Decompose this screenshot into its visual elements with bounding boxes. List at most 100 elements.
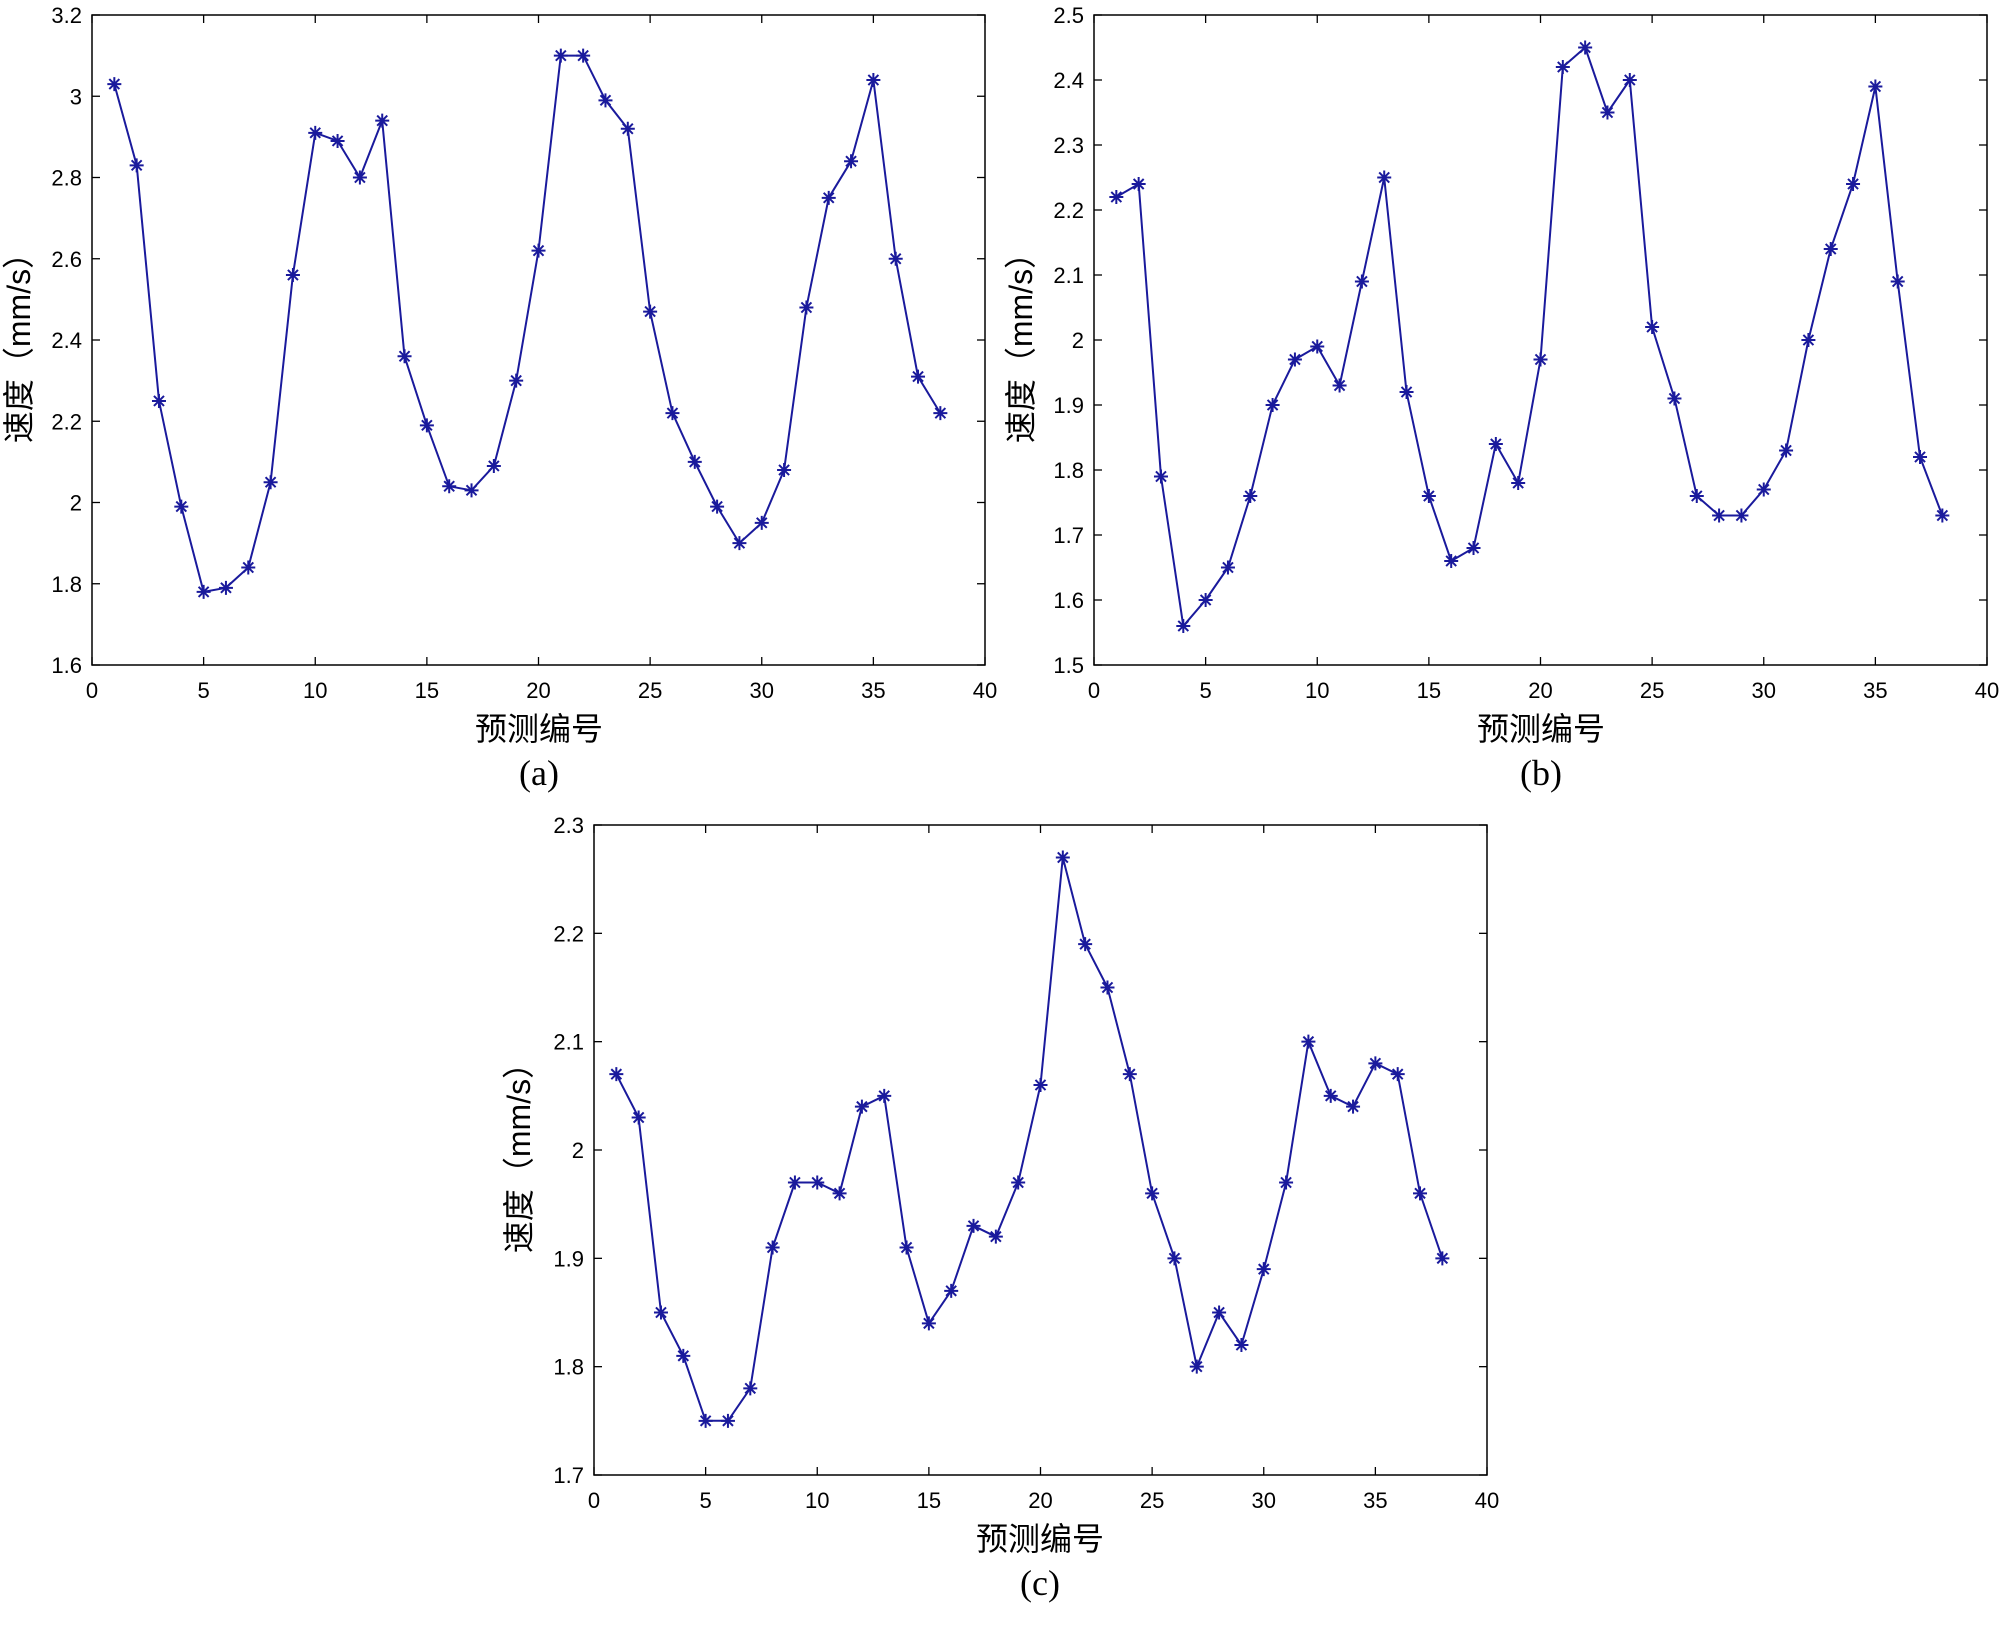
data-point-a-36 (888, 251, 903, 266)
data-point-a-27 (687, 454, 702, 469)
y-tick-label-a-6: 2.8 (51, 166, 82, 191)
data-point-c-4 (676, 1348, 691, 1363)
data-point-c-24 (1122, 1067, 1137, 1082)
data-point-c-32 (1301, 1034, 1316, 1049)
series-line-a (113, 54, 942, 594)
data-point-b-15 (1421, 489, 1436, 503)
series-markers-a (107, 48, 948, 599)
data-point-b-26 (1667, 391, 1682, 406)
y-tick-label-a-3: 2.2 (51, 409, 82, 434)
data-point-a-3 (151, 393, 166, 408)
data-point-b-6 (1220, 560, 1235, 575)
x-tick-label-b-7: 35 (1863, 678, 1887, 703)
data-point-b-14 (1399, 385, 1414, 399)
data-point-b-29 (1734, 508, 1749, 523)
data-point-a-32 (799, 300, 814, 315)
data-point-a-21 (553, 48, 568, 63)
data-point-a-30 (754, 515, 769, 530)
data-point-a-22 (576, 48, 591, 63)
data-point-b-4 (1176, 619, 1191, 633)
data-point-a-38 (933, 406, 948, 421)
data-point-c-19 (1011, 1175, 1026, 1190)
x-tick-label-b-4: 20 (1528, 678, 1552, 703)
data-point-c-12 (854, 1099, 869, 1114)
chart-panel-b: 0 5 10 15 20 25 30 35 40 1.5 1.6 1.7 1.8 1.9 2 2.1 2.2 2.… (1003, 3, 1999, 793)
data-point-a-37 (911, 369, 926, 384)
data-point-c-38 (1435, 1251, 1450, 1266)
data-point-b-24 (1622, 73, 1637, 87)
axis-ticks-a: 0 5 10 15 20 25 30 35 40 1.6 1.8 2 2.2 2.4 2.6 2.8 3 3.2 (51, 3, 997, 703)
data-point-a-18 (486, 458, 501, 473)
data-point-b-9 (1287, 352, 1302, 367)
data-point-a-10 (308, 125, 323, 140)
data-point-b-34 (1846, 177, 1861, 191)
series-line-c (615, 857, 1444, 1422)
data-point-a-16 (442, 479, 457, 494)
data-point-b-19 (1511, 476, 1526, 490)
y-tick-label-b-8: 2.3 (1053, 133, 1084, 158)
series-markers-b (1109, 40, 1950, 633)
data-point-c-27 (1189, 1359, 1204, 1374)
data-point-a-7 (241, 560, 256, 575)
data-point-c-15 (921, 1316, 936, 1331)
x-tick-label-b-1: 5 (1200, 678, 1212, 703)
data-point-a-28 (710, 499, 725, 514)
data-point-b-20 (1533, 352, 1548, 367)
data-point-b-18 (1488, 437, 1503, 451)
data-point-a-17 (464, 483, 479, 498)
chart-panel-a: 0 5 10 15 20 25 30 35 401.61.822.22.42.62.833.2 … (1, 3, 997, 793)
plot-area-a (91, 14, 986, 666)
data-point-c-1 (609, 1067, 624, 1082)
data-point-b-17 (1466, 541, 1481, 555)
data-point-a-2 (129, 158, 144, 173)
data-point-b-2 (1131, 177, 1146, 191)
y-tick-label-c-4: 2.1 (553, 1030, 584, 1055)
y-tick-label-b-5: 2 (1072, 328, 1084, 353)
data-point-c-17 (966, 1218, 981, 1233)
data-point-b-25 (1645, 320, 1660, 334)
x-tick-label-c-1: 5 (700, 1488, 712, 1513)
data-point-a-9 (285, 268, 300, 282)
x-tick-label-c-3: 15 (917, 1488, 941, 1513)
data-point-b-3 (1153, 469, 1168, 484)
data-point-c-6 (720, 1413, 735, 1428)
data-point-b-7 (1243, 489, 1258, 503)
y-tick-label-a-5: 2.6 (51, 247, 82, 272)
series-line-b (1115, 45, 1944, 629)
caption-c: (c) (1020, 1563, 1060, 1603)
data-point-b-11 (1332, 378, 1347, 393)
caption-b: (b) (1520, 753, 1562, 793)
data-point-b-27 (1689, 489, 1704, 503)
data-point-c-9 (787, 1175, 802, 1190)
data-point-b-33 (1823, 242, 1838, 256)
data-point-a-34 (844, 154, 859, 169)
data-point-c-14 (899, 1240, 914, 1255)
x-tick-label-c-5: 25 (1140, 1488, 1164, 1513)
y-tick-label-c-0: 1.7 (553, 1463, 584, 1488)
data-point-c-31 (1279, 1175, 1294, 1190)
x-axis-label-c: 预测编号 (976, 1521, 1104, 1557)
data-point-c-35 (1368, 1056, 1383, 1071)
x-tick-label-b-5: 25 (1640, 678, 1664, 703)
x-tick-label-b-6: 30 (1752, 678, 1776, 703)
data-point-c-37 (1413, 1186, 1428, 1201)
x-tick-label-b-8: 40 (1975, 678, 1999, 703)
data-point-c-29 (1234, 1338, 1249, 1352)
data-point-b-16 (1444, 554, 1459, 568)
data-point-a-31 (777, 463, 792, 477)
x-tick-label-c-4: 20 (1028, 1488, 1052, 1513)
data-point-c-33 (1323, 1088, 1338, 1103)
data-point-a-15 (419, 418, 434, 433)
data-point-c-23 (1100, 980, 1115, 995)
data-point-a-6 (218, 580, 233, 595)
data-point-b-36 (1890, 274, 1905, 289)
data-point-c-26 (1167, 1251, 1182, 1266)
data-point-b-1 (1109, 190, 1124, 204)
y-tick-label-a-7: 3 (70, 84, 82, 109)
x-tick-label-a-3: 15 (415, 678, 439, 703)
data-point-c-3 (653, 1305, 668, 1320)
data-point-c-2 (631, 1110, 646, 1125)
x-tick-label-c-0: 0 (588, 1488, 600, 1513)
data-point-a-24 (620, 121, 635, 136)
x-axis-label-a: 预测编号 (475, 711, 603, 747)
